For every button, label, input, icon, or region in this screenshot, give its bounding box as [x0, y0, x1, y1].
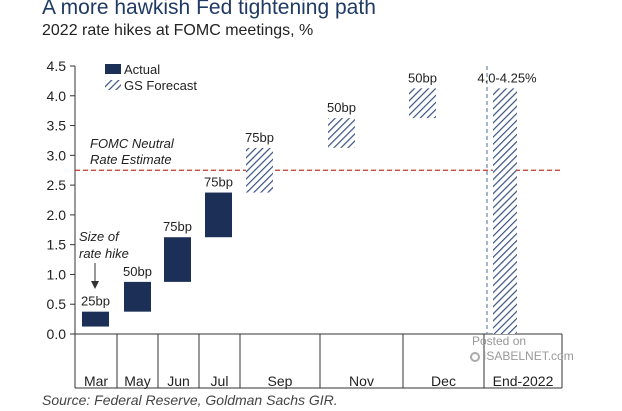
legend-swatch-actual [105, 64, 121, 74]
legend-label-actual: Actual [124, 62, 160, 77]
bar-label: 4.0-4.25% [477, 70, 537, 85]
annotation-text: rate hike [79, 246, 129, 261]
source-note: Source: Federal Reserve, Goldman Sachs G… [42, 392, 338, 408]
legend-swatch-forecast [105, 80, 121, 90]
x-tick-label: Jun [167, 373, 190, 389]
neutral-rate-label: Rate Estimate [90, 152, 172, 167]
actual-bar [124, 281, 151, 312]
bars [82, 88, 517, 334]
y-tick-label: 4.5 [47, 58, 67, 74]
forecast-bar [328, 118, 355, 148]
y-tick-label: 3.0 [47, 147, 67, 163]
neutral-rate-label: FOMC Neutral [90, 136, 175, 151]
x-tick-label: Jul [211, 373, 229, 389]
bar-label: 75bp [245, 130, 274, 145]
bar-label: 75bp [204, 175, 233, 190]
x-tick-label: May [124, 373, 150, 389]
y-tick-label: 2.0 [47, 207, 67, 223]
bar-label: 50bp [123, 264, 152, 279]
annotation-text: Size of [79, 229, 120, 244]
chart-title: A more hawkish Fed tightening path [42, 0, 376, 19]
watermark-line2: ISABELNET.com [470, 349, 574, 363]
bar-label: 50bp [327, 100, 356, 115]
bar-label: 25bp [81, 294, 110, 309]
y-tick-label: 1.5 [47, 237, 67, 253]
y-tick-label: 0.5 [47, 296, 67, 312]
watermark-site: ISABELNET.com [483, 349, 574, 363]
x-tick-label: End-2022 [493, 373, 554, 389]
x-axis-categories: Mar May Jun Jul Sep Nov Dec End-2022 [74, 333, 563, 389]
x-tick-label: Nov [349, 373, 374, 389]
isabelnet-logo-icon [470, 352, 480, 362]
y-tick-label: 1.0 [47, 266, 67, 282]
forecast-bar [493, 88, 517, 334]
bar-labels: 25bp 50bp 75bp 75bp 75bp 50bp 50bp 4.0-4.25% [81, 70, 537, 308]
arrow-down-icon [91, 281, 99, 289]
actual-bar [205, 192, 232, 238]
annotation: Size of rate hike [79, 229, 129, 289]
x-tick-label: Sep [268, 373, 293, 389]
y-tick-label: 0.0 [47, 326, 67, 342]
forecast-bar [246, 147, 273, 193]
forecast-bar [409, 88, 436, 119]
chart-subtitle: 2022 rate hikes at FOMC meetings, % [42, 22, 314, 39]
y-tick-label: 3.5 [47, 118, 67, 134]
legend-label-forecast: GS Forecast [124, 78, 197, 93]
watermark-line1: Posted on [472, 334, 527, 348]
bar-label: 50bp [408, 70, 437, 85]
x-tick-label: Dec [431, 373, 456, 389]
actual-bar [164, 237, 191, 282]
axes: 0.0 0.5 1.0 1.5 2.0 2.5 3.0 3.5 4.0 4.5 [47, 58, 76, 388]
x-tick-label: Mar [84, 373, 108, 389]
y-tick-label: 2.5 [47, 177, 67, 193]
bar-label: 75bp [163, 219, 192, 234]
actual-bar [82, 311, 109, 327]
y-tick-label: 4.0 [47, 88, 67, 104]
